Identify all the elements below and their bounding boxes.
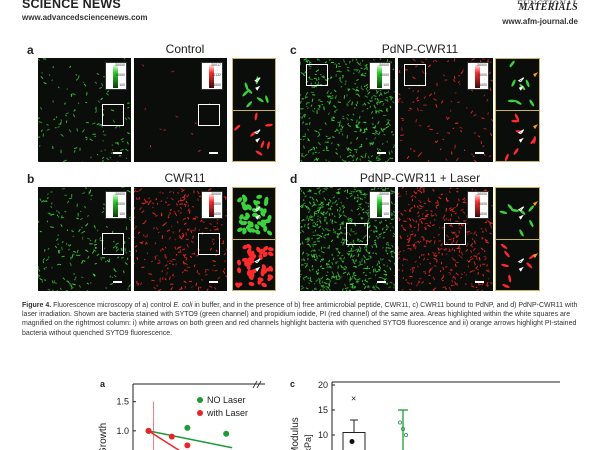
journal-header-left: SCIENCE NEWS www.advancedsciencenews.com [22, 0, 148, 22]
panel-letter-c: c [290, 43, 297, 57]
green-channel-b: 20000 10000 100 [38, 187, 131, 291]
data-point [145, 427, 152, 434]
zoom-red-b [233, 239, 275, 290]
zoom-red-d [496, 239, 539, 290]
axis-break [252, 380, 262, 389]
chart-letter-c: c [290, 379, 296, 389]
zoom-green-a [233, 59, 275, 110]
color-scale-box: 20000 10000 100 [105, 62, 127, 90]
journal-name: SCIENCE NEWS [22, 0, 121, 11]
journal-website-right[interactable]: www.afm-journal.de [502, 17, 578, 26]
panel-title-a: Control [165, 42, 205, 56]
red-channel-a: 20017 10132 1000 [134, 58, 227, 162]
legend-entry: with Laser [206, 408, 248, 418]
data-point [145, 427, 152, 434]
chart-a-ylabel: Growth [98, 423, 109, 450]
green-point [403, 432, 408, 437]
zoom-column-b [232, 187, 276, 291]
data-point [223, 430, 230, 437]
zoom-green-d [496, 188, 539, 239]
green-point [400, 426, 405, 431]
chart-c-ylabel: Modulus [290, 417, 301, 450]
journal-logo: FUNCTIONAL MATERIALS [516, 0, 578, 13]
chart-letter-a: a [100, 379, 106, 389]
figure-caption: Figure 4. Fluorescence microscopy of a) … [22, 302, 578, 337]
highlight-square [102, 104, 124, 126]
scale-bar [377, 281, 386, 283]
highlight-square [102, 233, 124, 255]
outlier-marker: × [351, 394, 356, 404]
scale-bar [475, 152, 484, 154]
highlight-square [198, 233, 220, 255]
panel-letter-d: d [290, 172, 298, 186]
panel-letter-a: a [27, 43, 34, 57]
highlight-square [346, 223, 368, 245]
scale-bar [475, 281, 484, 283]
red-channel-d: 20000 10000 1000 [398, 187, 493, 291]
scale-bar [377, 152, 386, 154]
box [342, 432, 366, 450]
data-point [184, 442, 191, 449]
highlight-square [306, 64, 328, 86]
color-scale-box: 20000 10000 100 [369, 191, 391, 219]
scale-bar [113, 152, 122, 154]
green-channel-c: 20000 10000 100 [300, 58, 395, 162]
green-point [397, 420, 402, 425]
zoom-column-c [495, 58, 540, 162]
y-tick-label: 1.0 [116, 426, 129, 436]
green-channel-a: 20000 10000 100 [38, 58, 131, 162]
zoom-column-a [232, 58, 276, 162]
y-tick-label: 20 [318, 380, 328, 390]
zoom-green-c [496, 59, 539, 110]
legend-marker [197, 410, 203, 416]
scale-bar [113, 281, 122, 283]
panel-letter-b: b [27, 172, 35, 186]
y-tick-label: 1.5 [116, 397, 129, 407]
panel-title-b: CWR11 [164, 171, 206, 185]
y-tick-label: 15 [318, 405, 328, 415]
zoom-green-b [233, 188, 275, 239]
journal-website[interactable]: www.advancedsciencenews.com [22, 13, 148, 22]
chart-c-ylabel-unit: [kPa] [303, 434, 313, 450]
highlight-square [444, 223, 466, 245]
zoom-column-d [495, 187, 540, 291]
data-point [168, 433, 175, 440]
legend-marker [197, 397, 203, 403]
green-channel-d: 20000 10000 100 [300, 187, 395, 291]
highlight-square [404, 64, 426, 86]
zoom-red-a [233, 110, 275, 161]
scale-bar [209, 281, 218, 283]
color-scale-box: 20000 10000 1000 [467, 191, 489, 219]
panel-title-c: PdNP-CWR11 [381, 42, 459, 56]
fit-line [148, 430, 180, 450]
color-scale-box: 20000 10000 1000 [201, 191, 223, 219]
color-scale-box: 20000 10000 1000 [467, 62, 489, 90]
journal-header-right: FUNCTIONAL MATERIALS www.afm-journal.de [502, 0, 578, 26]
fit-line [148, 430, 233, 449]
mean-marker [349, 439, 355, 444]
panel-title-d: PdNP-CWR11 + Laser [359, 171, 481, 185]
data-point [184, 424, 191, 431]
y-tick-label: 10 [318, 430, 328, 440]
zoom-red-c [496, 110, 539, 161]
red-channel-c: 20000 10000 1000 [398, 58, 493, 162]
color-scale-box: 20000 10000 100 [369, 62, 391, 90]
scale-bar [209, 152, 218, 154]
highlight-square [198, 104, 220, 126]
red-channel-b: 20000 10000 1000 [134, 187, 227, 291]
color-scale-box: 20017 10132 1000 [201, 62, 223, 90]
color-scale-box: 20000 10000 100 [105, 191, 127, 219]
legend-entry: NO Laser [207, 395, 246, 405]
